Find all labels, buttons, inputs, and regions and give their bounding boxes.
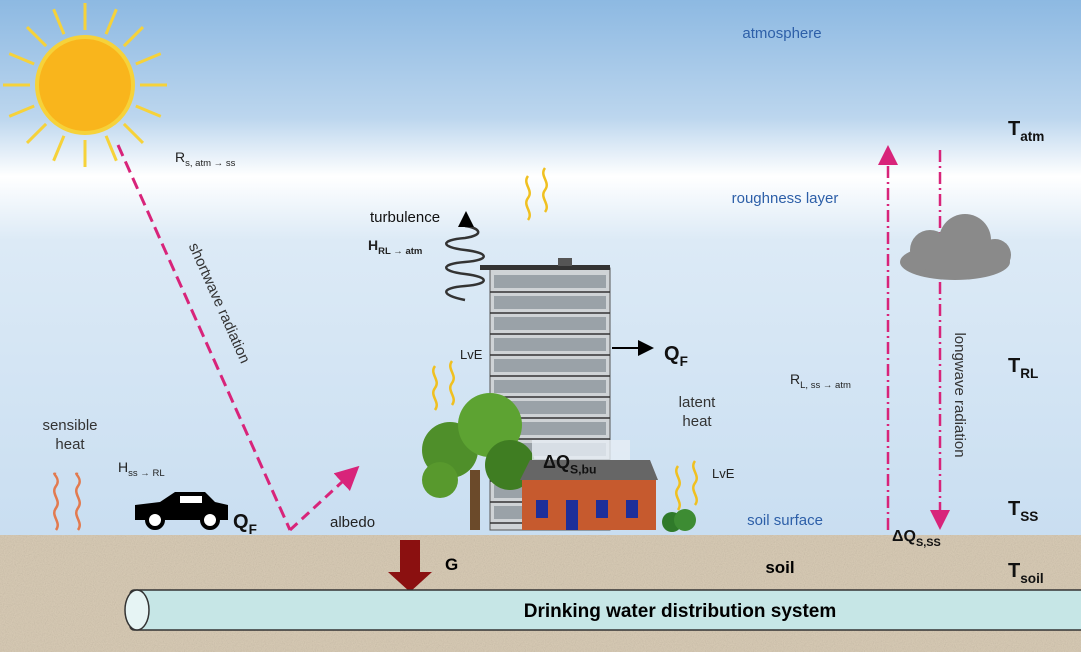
sun-ray bbox=[8, 104, 35, 118]
label-sub: SS bbox=[1020, 509, 1038, 524]
building-floor bbox=[494, 359, 606, 372]
sun-ray bbox=[122, 122, 145, 145]
subscript-label: HRL → atm bbox=[368, 237, 422, 257]
label-main: T bbox=[1008, 118, 1020, 140]
label-sub: F bbox=[249, 522, 257, 537]
sun-ray bbox=[104, 8, 118, 35]
subscript-label: Tsoil bbox=[1008, 560, 1044, 586]
sun-ray bbox=[135, 52, 162, 66]
sun bbox=[3, 3, 167, 167]
label-sub: S,bu bbox=[570, 462, 597, 476]
label-main: T bbox=[1008, 498, 1020, 520]
sun-ray bbox=[25, 122, 48, 145]
process-label: latent bbox=[679, 394, 717, 411]
process-label: sensible bbox=[42, 417, 97, 434]
sun-ray bbox=[135, 104, 162, 118]
subscript-label: TSS bbox=[1008, 498, 1038, 524]
cloud bbox=[900, 214, 1011, 280]
turbulence-label: turbulence bbox=[370, 209, 440, 226]
building-floor bbox=[494, 401, 606, 414]
flux-label: LvE bbox=[712, 466, 735, 481]
building-floor bbox=[494, 338, 606, 351]
shrub bbox=[662, 509, 696, 532]
label-sub: F bbox=[680, 354, 688, 369]
car bbox=[135, 492, 228, 530]
layer-label: soil surface bbox=[747, 512, 823, 529]
label-sub: L, ss → atm bbox=[800, 380, 851, 391]
label-sub: RL bbox=[1020, 366, 1038, 381]
layer-label: atmosphere bbox=[742, 25, 821, 42]
building-floor bbox=[494, 296, 606, 309]
flux-label: G bbox=[445, 555, 458, 574]
label-main: Q bbox=[664, 343, 680, 365]
subscript-label: RL, ss → atm bbox=[790, 371, 851, 391]
label-main: ΔQ bbox=[892, 528, 916, 545]
label-main: ΔQ bbox=[543, 452, 570, 472]
label-sub: s, atm → ss bbox=[185, 158, 235, 169]
subscript-label: Hss → RL bbox=[118, 459, 165, 479]
building-floor bbox=[494, 380, 606, 393]
building-floor bbox=[494, 317, 606, 330]
subscript-label: ΔQS,bu bbox=[543, 452, 596, 476]
albedo-label: albedo bbox=[330, 514, 375, 531]
heat-squiggles bbox=[432, 167, 698, 511]
process-label: heat bbox=[55, 436, 85, 453]
label-main: Q bbox=[233, 511, 249, 533]
label-main: T bbox=[1008, 560, 1020, 582]
sun-ray bbox=[8, 52, 35, 66]
label-sub: S,SS bbox=[916, 537, 941, 549]
sun-ray bbox=[104, 135, 118, 162]
albedo-ray bbox=[288, 465, 360, 532]
house bbox=[520, 440, 658, 530]
label-main: R bbox=[175, 149, 185, 165]
turbulence-spiral bbox=[445, 224, 485, 302]
sun-ray bbox=[52, 135, 66, 162]
pipe-label: Drinking water distribution system bbox=[524, 601, 837, 622]
label-sub: ss → RL bbox=[128, 468, 164, 479]
sun-ray bbox=[52, 8, 66, 35]
layer-label: soil bbox=[765, 558, 794, 577]
subscript-label: Tatm bbox=[1008, 118, 1044, 144]
label-sub: atm bbox=[1020, 129, 1044, 144]
label-main: T bbox=[1008, 355, 1020, 377]
flux-label: LvE bbox=[460, 347, 483, 362]
subscript-label: ΔQS,SS bbox=[892, 528, 941, 549]
sun-ray bbox=[122, 25, 145, 48]
building-floor bbox=[494, 275, 606, 288]
subscript-label: TRL bbox=[1008, 355, 1038, 381]
shortwave-ray bbox=[116, 144, 292, 531]
label-main: R bbox=[790, 371, 800, 387]
subscript-label: Rs, atm → ss bbox=[175, 149, 236, 169]
sun-ray bbox=[25, 25, 48, 48]
building-floor bbox=[494, 422, 606, 435]
longwave-label: longwave radiation bbox=[951, 332, 968, 457]
subscript-label: QF bbox=[233, 511, 257, 537]
label-main: H bbox=[368, 237, 378, 253]
sensible-squiggles bbox=[53, 472, 81, 531]
subscript-label: QF bbox=[664, 343, 688, 369]
label-main: H bbox=[118, 459, 128, 475]
layer-label: roughness layer bbox=[732, 190, 839, 207]
pipe bbox=[124, 589, 1081, 631]
ground-heat-arrow bbox=[388, 540, 432, 592]
process-label: heat bbox=[682, 413, 712, 430]
label-sub: RL → atm bbox=[378, 246, 422, 257]
label-sub: soil bbox=[1020, 571, 1043, 586]
